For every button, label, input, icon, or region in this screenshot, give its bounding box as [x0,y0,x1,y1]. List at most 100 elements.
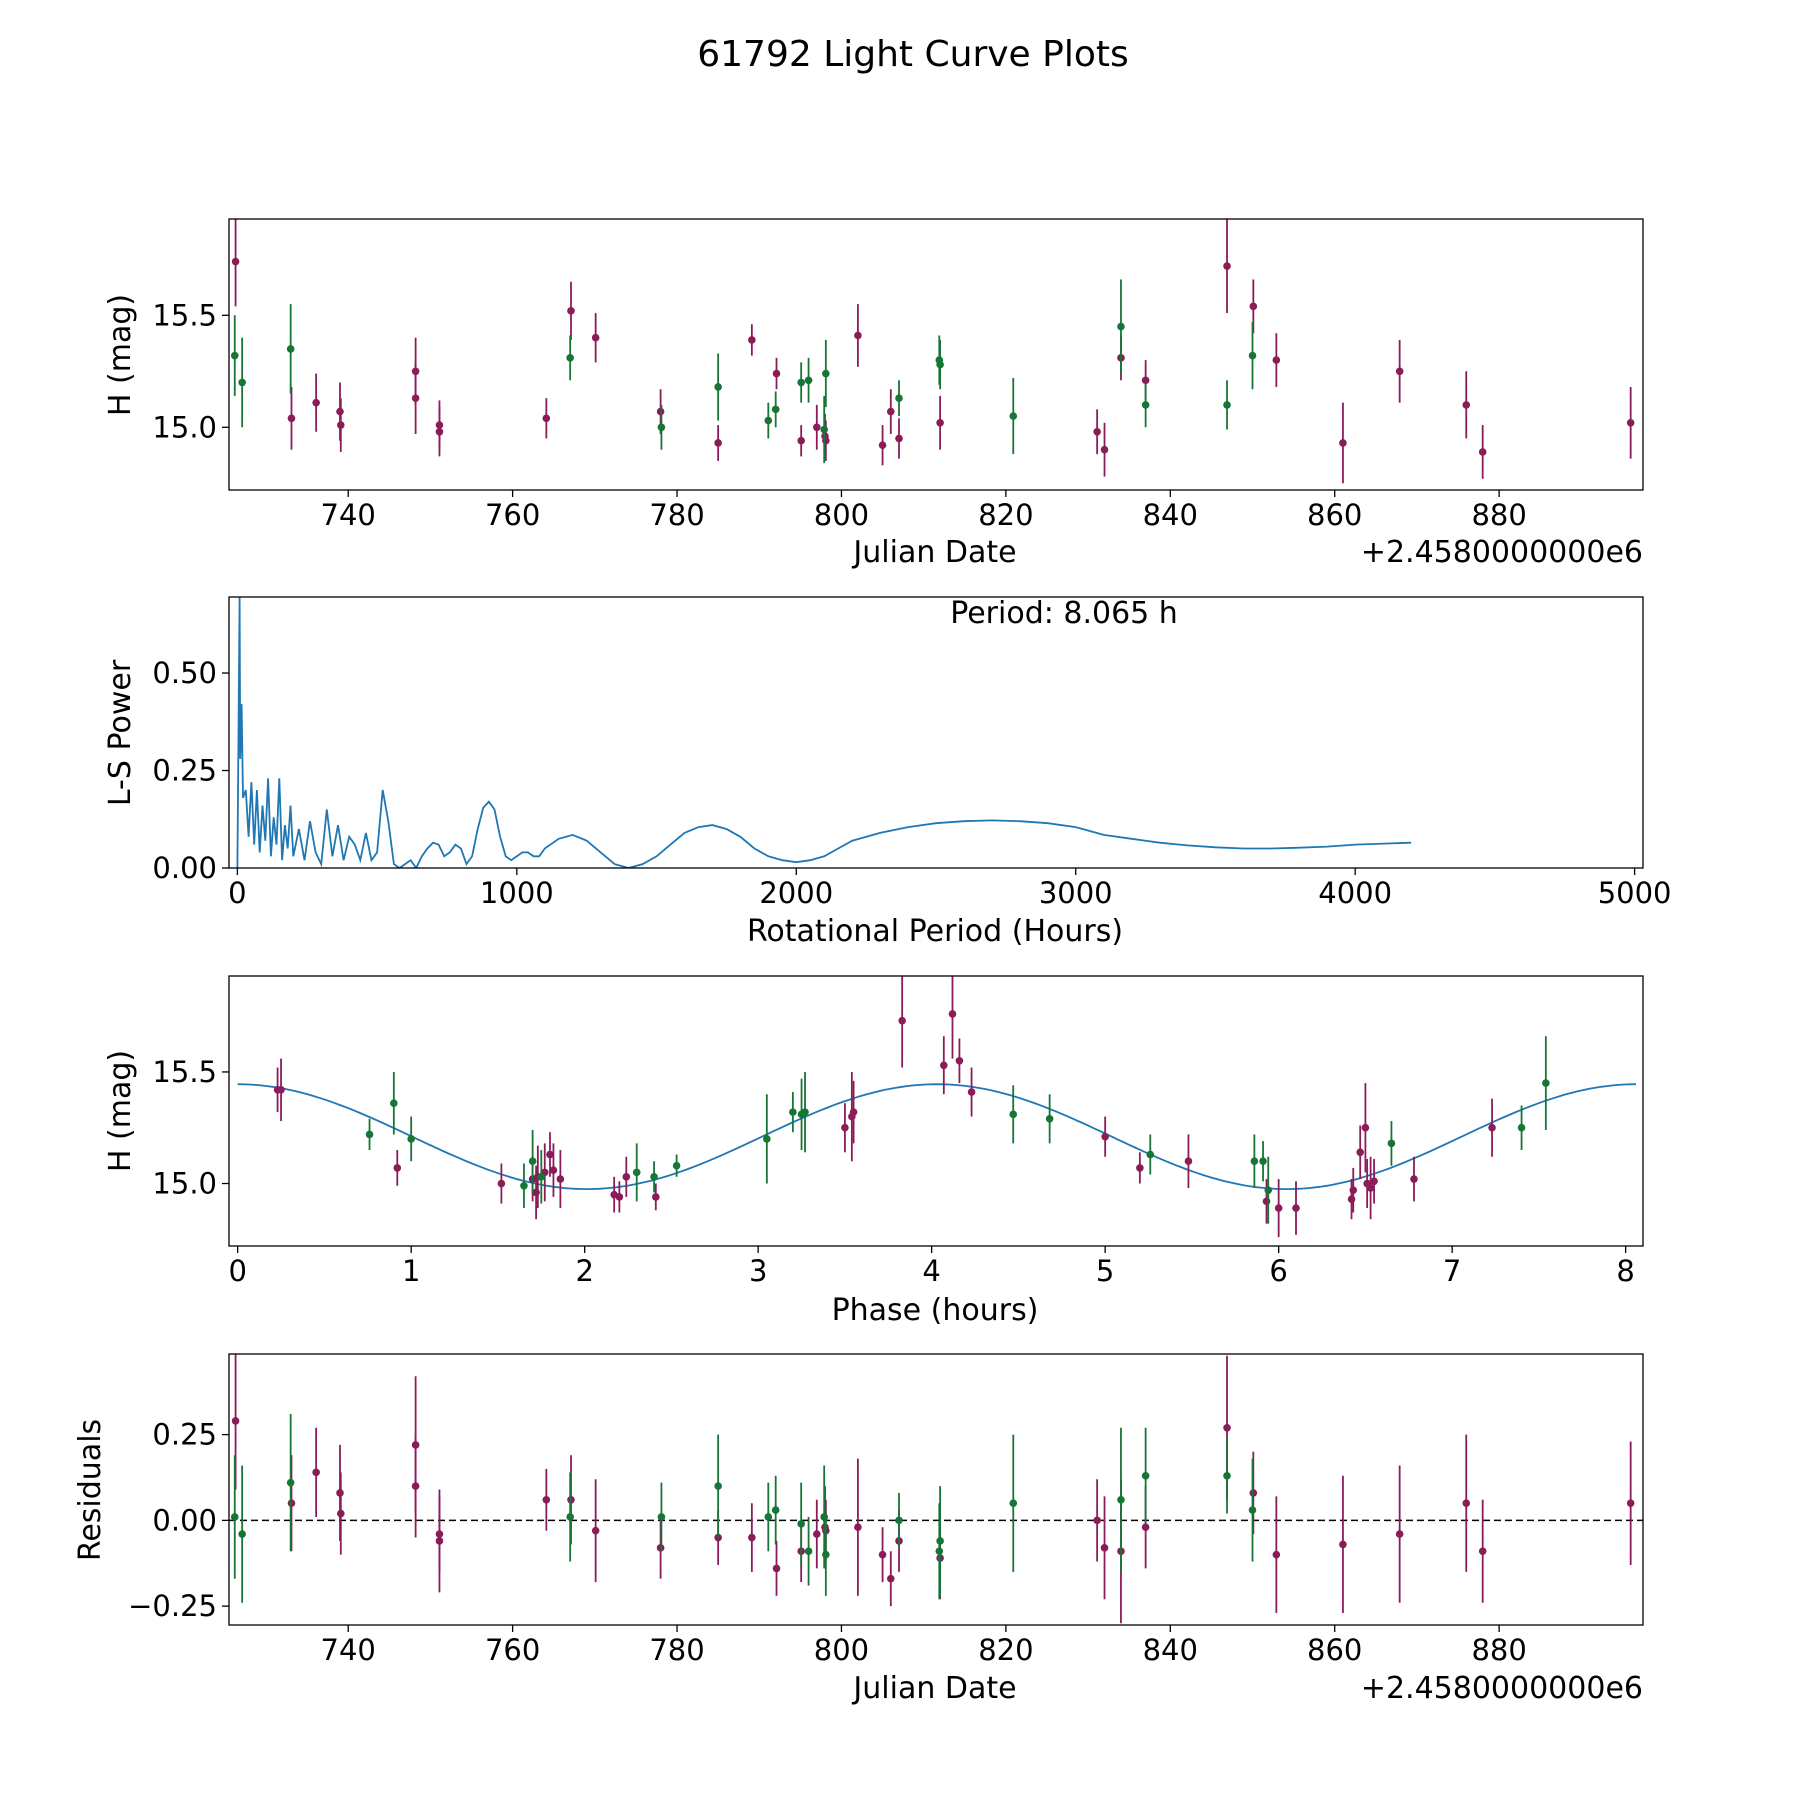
residuals-x-tick-label: 820 [978,1633,1033,1667]
residuals-x-label: Julian Date [851,1671,1016,1706]
light-curve-point-r [936,419,944,427]
phased-point-g [1045,1115,1054,1123]
phased-point-r [1101,1132,1109,1141]
phased-x-tick-label: 1 [402,1254,420,1288]
phased-point-g [1250,1157,1259,1166]
light-curve-plot-area [230,219,1635,484]
light-curve-point-r [854,331,862,340]
phased-point-r [1136,1164,1144,1172]
phased-point-g [1146,1150,1155,1159]
residuals-x-tick-label: 780 [649,1633,704,1667]
light-curve-x-tick-label: 740 [321,498,376,532]
periodogram-x-tick-label: 3000 [1039,876,1113,910]
phased-point-r [549,1166,558,1174]
light-curve-y-tick-label: 15.5 [152,298,217,332]
light-curve-point-r [1100,445,1109,454]
phased-point-r [652,1193,660,1201]
phased-point-g [537,1173,546,1181]
light-curve-point-r [748,336,756,344]
phased-point-g [390,1099,398,1107]
residuals-point-r [591,1526,600,1535]
light-curve-point-g [797,378,805,387]
light-curve-point-g [238,378,246,387]
period-annotation: Period: 8.065 h [950,596,1178,631]
light-curve-point-r [1272,356,1281,364]
light-curve-x-tick-label: 840 [1143,498,1198,532]
phased-point-r [948,1010,957,1018]
light-curve-x-tick-label: 880 [1471,498,1526,532]
phased-x-tick-label: 6 [1269,1254,1287,1288]
phased-point-g [650,1173,658,1181]
light-curve-point-g [935,356,944,364]
light-curve-point-r [772,369,781,378]
light-curve-point-g [1117,322,1125,331]
periodogram-y-label: L-S Power [103,659,138,806]
light-curve-point-r [1339,439,1347,447]
light-curve-point-r [312,398,320,407]
light-curve-point-g [1248,351,1257,360]
light-curve-x-label: Julian Date [851,535,1016,570]
residuals-y-label: Residuals [73,1419,108,1561]
residuals-point-r [1141,1523,1150,1532]
residuals-point-r [1272,1550,1281,1559]
residuals-x-tick-label: 880 [1471,1633,1526,1667]
phased-point-g [1387,1139,1396,1148]
residuals-point-r [812,1530,821,1538]
light-curve-point-r [1093,427,1101,436]
phased-point-r [622,1173,631,1181]
residuals-y-tick-label: 0.00 [152,1503,217,1537]
residuals-panel: Julian Date +2.4580000000e6 Residuals 74… [73,1353,1644,1706]
residuals-point-r [411,1482,420,1490]
phased-point-r [1184,1157,1193,1166]
light-curve-point-g [822,369,830,378]
phased-curve-panel: Phase (hours) H (mag) 0 1 2 3 4 5 6 7 8 15.0 15.5 [103,975,1644,1328]
periodogram-x-tick-label: 4000 [1318,876,1392,910]
light-curve-panel: Julian Date +2.4580000000e6 H (mag) 740 7… [103,218,1644,570]
residuals-point-r [886,1574,895,1583]
light-curve-point-g [1223,401,1231,409]
light-curve-point-g [1141,401,1150,409]
phased-point-g [1259,1157,1267,1166]
residuals-point-r [542,1495,551,1504]
periodogram-x-tick-label: 2000 [759,876,833,910]
phased-point-g [407,1135,415,1143]
residuals-point-r [1462,1499,1471,1508]
phased-y-tick-label: 15.5 [152,1055,217,1089]
phased-point-g [672,1161,681,1170]
light-curve-point-g [230,351,239,360]
residuals-point-r [312,1468,320,1477]
phased-point-r [1347,1195,1356,1203]
periodogram-panel: Period: 8.065 h Rotational Period (Hours… [103,596,1672,949]
phased-frame [228,975,1644,1247]
residuals-point-g [935,1547,944,1556]
residuals-point-r [748,1533,756,1542]
light-curve-y-label: H (mag) [103,294,138,416]
residuals-point-r [878,1550,887,1559]
light-curve-point-r [895,434,903,443]
phased-point-r [1366,1184,1375,1192]
residuals-point-g [230,1513,239,1521]
residuals-point-r [231,1417,240,1425]
light-curve-point-g [1009,412,1018,420]
phased-point-r [1274,1204,1283,1212]
light-curve-point-r [337,421,345,429]
light-curve-point-r [1395,367,1404,376]
periodogram-x-label: Rotational Period (Hours) [747,914,1123,949]
residuals-point-g [797,1520,805,1528]
phased-y-label: H (mag) [103,1050,138,1172]
residuals-offset-label: +2.4580000000e6 [1361,1671,1643,1706]
phased-point-r [841,1123,849,1132]
phased-point-g [1009,1110,1018,1119]
light-curve-point-r [231,257,240,266]
light-curve-x-tick-label: 800 [814,498,869,532]
light-curve-point-r [1141,376,1150,385]
phased-x-tick-label: 0 [228,1254,246,1288]
residuals-point-r [1626,1499,1635,1508]
light-curve-point-g [286,345,295,353]
light-curve-frame [228,218,1644,491]
light-curve-point-r [435,427,444,436]
phased-point-r [1361,1123,1370,1132]
phased-point-r [955,1056,964,1065]
phased-point-r [615,1193,624,1201]
phased-plot-area [237,976,1637,1238]
